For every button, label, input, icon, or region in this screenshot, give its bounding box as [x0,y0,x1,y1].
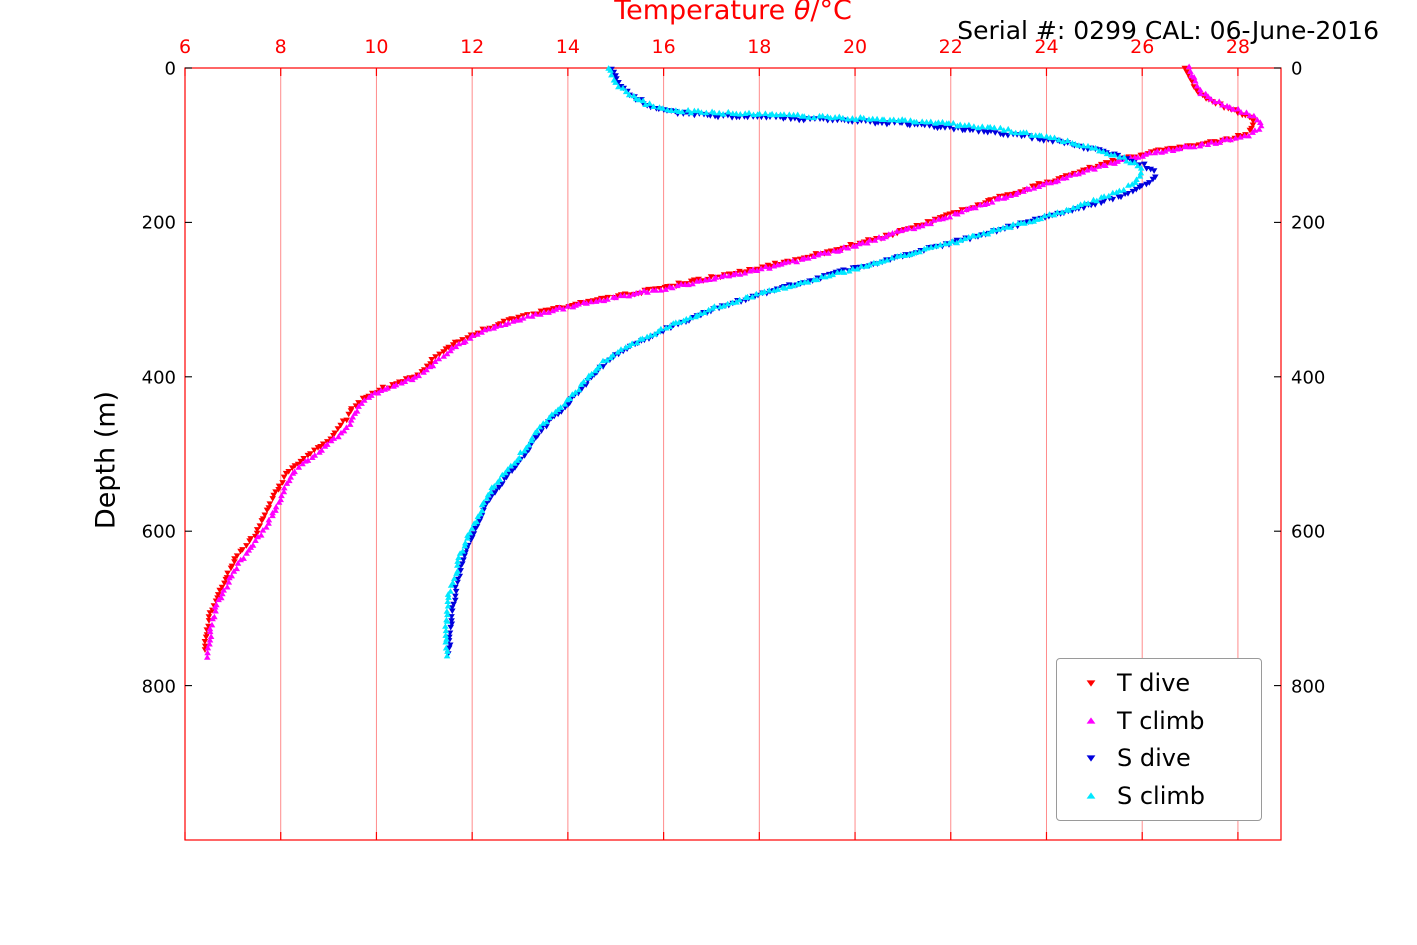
legend-marker-t-dive [1086,680,1096,687]
x-tick-label: 8 [274,36,287,58]
legend-marker-s-dive [1086,755,1096,762]
y-tick-label-left: 800 [141,676,176,698]
y-tick-label-left: 400 [141,367,176,389]
plot-box [184,67,1282,841]
y-tick-label-right: 600 [1291,521,1326,543]
chart-title-theta: θ [793,0,811,26]
y-tick-label-right: 400 [1291,367,1326,389]
x-tick-label: 28 [1225,36,1251,58]
legend-item-s-dive: S dive [1057,744,1261,772]
x-tick-label: 26 [1130,36,1155,58]
x-tick-label: 12 [460,36,485,58]
chart-title-units: /°C [810,0,852,26]
legend-label-s-climb: S climb [1117,782,1206,811]
x-tick-label: 20 [842,36,868,58]
y-tick-label-right: 800 [1291,676,1326,698]
legend-marker-s-climb [1086,792,1096,799]
chart-title: Temperature θ/°C [614,0,852,26]
y-tick-label-right: 0 [1291,58,1303,80]
x-tick-label: 22 [938,36,963,58]
calibration-annotation: Serial #: 0299 CAL: 06-June-2016 [957,16,1379,45]
y-tick-label-left: 600 [141,521,176,543]
x-tick-label: 10 [364,36,389,58]
legend-item-s-climb: S climb [1057,782,1261,810]
y-tick-label-right: 200 [1291,212,1326,234]
x-tick-label: 14 [555,36,580,58]
series-s-dive [445,66,1159,657]
legend: T dive T climb S dive S climb [1056,658,1262,821]
series-s-climb [442,65,1145,659]
legend-label-t-dive: T dive [1117,668,1191,697]
x-tick-label: 6 [178,36,192,58]
legend-marker-t-climb [1086,717,1096,724]
y-tick-label-left: 200 [141,212,176,234]
series-t-dive [201,65,1257,653]
legend-label-s-dive: S dive [1117,744,1191,773]
x-tick-label: 18 [747,36,772,58]
legend-label-t-climb: T climb [1117,706,1205,735]
legend-item-t-dive: T dive [1057,669,1261,697]
x-tick-label: 24 [1034,36,1059,58]
legend-item-t-climb: T climb [1057,707,1261,735]
x-tick-label: 16 [651,36,676,58]
chart-title-text: Temperature [614,0,794,26]
y-tick-label-left: 0 [164,58,176,80]
